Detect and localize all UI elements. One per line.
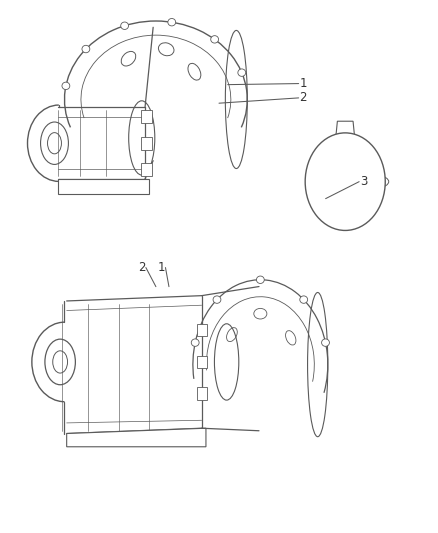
Ellipse shape — [188, 63, 201, 80]
Polygon shape — [141, 137, 152, 150]
Text: 1: 1 — [158, 261, 166, 274]
Ellipse shape — [226, 328, 237, 342]
Ellipse shape — [305, 133, 385, 230]
Ellipse shape — [168, 19, 176, 26]
Polygon shape — [67, 428, 206, 447]
Ellipse shape — [121, 51, 136, 66]
Text: 2: 2 — [138, 261, 146, 274]
Ellipse shape — [211, 36, 219, 43]
Ellipse shape — [286, 330, 296, 345]
Text: 1: 1 — [300, 77, 307, 90]
Ellipse shape — [159, 43, 174, 56]
Ellipse shape — [256, 276, 264, 284]
Ellipse shape — [238, 69, 246, 76]
Polygon shape — [197, 387, 207, 400]
Polygon shape — [141, 164, 152, 176]
Text: 2: 2 — [300, 91, 307, 104]
Text: 3: 3 — [360, 175, 368, 188]
Ellipse shape — [339, 174, 351, 189]
Polygon shape — [336, 121, 355, 139]
Polygon shape — [141, 110, 152, 123]
Polygon shape — [58, 179, 149, 194]
Ellipse shape — [191, 339, 199, 346]
Ellipse shape — [82, 45, 90, 53]
Ellipse shape — [300, 296, 307, 303]
Polygon shape — [197, 356, 207, 368]
Ellipse shape — [121, 22, 128, 29]
Polygon shape — [197, 324, 207, 336]
Ellipse shape — [254, 309, 267, 319]
Ellipse shape — [321, 339, 329, 346]
Ellipse shape — [62, 82, 70, 90]
Ellipse shape — [213, 296, 221, 303]
